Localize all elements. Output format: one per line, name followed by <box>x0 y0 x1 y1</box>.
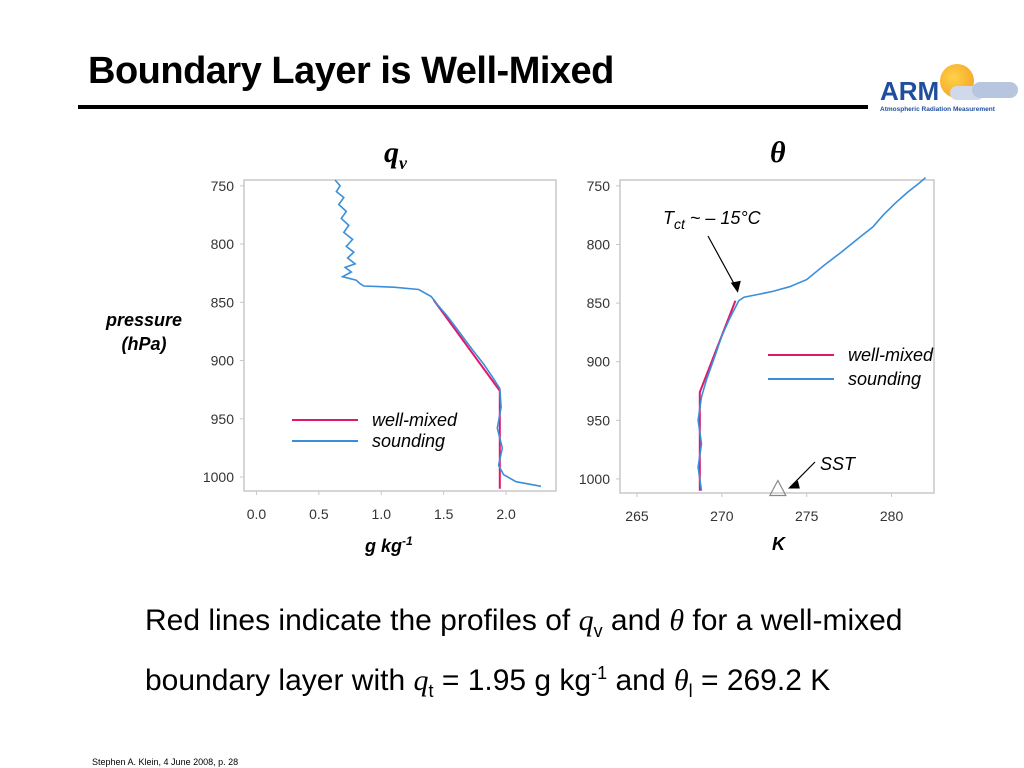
legend-label-well-mixed: well-mixed <box>848 345 934 365</box>
legend-label-sounding: sounding <box>372 431 445 451</box>
y-tick-label: 750 <box>211 178 235 194</box>
y-tick-label: 850 <box>587 295 611 311</box>
sst-marker <box>768 479 787 497</box>
y-tick-label: 900 <box>211 353 235 369</box>
plot-frame <box>243 179 557 492</box>
y-tick-label: 750 <box>587 178 611 194</box>
y-tick-label: 800 <box>211 236 235 252</box>
legend-label-well-mixed: well-mixed <box>372 410 458 430</box>
tct-annotation: Tct ~ – 15°C <box>663 208 762 232</box>
qv-x-axis-label: g kg-1 <box>365 534 413 556</box>
series-sounding-line <box>697 177 927 491</box>
tct-arrow <box>707 235 738 290</box>
series-well-mixed-line <box>432 299 501 489</box>
x-tick-label: 280 <box>880 508 904 524</box>
x-tick-label: 265 <box>625 508 649 524</box>
plot-frame <box>619 179 935 494</box>
title-underline <box>78 105 868 109</box>
x-tick-label: 1.0 <box>372 506 392 522</box>
sst-arrowhead <box>787 480 800 489</box>
chart-panel-0: 750 800 850 900 950 1000 0.0 0.5 1.0 1.5 2.0 well-m… <box>203 178 557 522</box>
y-tick-label: 950 <box>211 411 235 427</box>
x-tick-label: 1.5 <box>434 506 454 522</box>
footer: Stephen A. Klein, 4 June 2008, p. 28 <box>92 757 239 767</box>
y-tick-label: 1000 <box>579 471 610 487</box>
x-tick-label: 275 <box>795 508 819 524</box>
logo-subtitle: Atmospheric Radiation Measurement <box>880 106 995 113</box>
logo-text: ARM <box>880 76 940 106</box>
y-tick-label: 1000 <box>203 469 234 485</box>
y-tick-label: 950 <box>587 412 611 428</box>
series-sounding-line <box>334 179 542 488</box>
x-tick-label: 0.5 <box>309 506 329 522</box>
sst-arrow <box>789 461 816 488</box>
theta-panel-title: θ <box>770 136 786 169</box>
caption: Red lines indicate the profiles of qv an… <box>145 604 903 701</box>
slide-title: Boundary Layer is Well-Mixed <box>88 50 614 92</box>
chart-panel-1: 750 800 850 900 950 1000 265 270 275 280 well-mixe… <box>579 177 935 524</box>
y-axis-label: pressure (hPa) <box>105 310 183 354</box>
legend-label-sounding: sounding <box>848 369 921 389</box>
y-tick-label: 900 <box>587 354 611 370</box>
x-tick-label: 270 <box>710 508 734 524</box>
qv-panel-title: qv <box>384 136 407 173</box>
arm-logo: ARM Atmospheric Radiation Measurement <box>880 64 1020 124</box>
series-well-mixed-line <box>698 300 737 491</box>
x-tick-label: 2.0 <box>496 506 516 522</box>
cloud-icon <box>972 82 1018 98</box>
y-tick-label: 850 <box>211 294 235 310</box>
x-tick-label: 0.0 <box>247 506 267 522</box>
theta-x-axis-label: K <box>772 534 785 554</box>
y-tick-label: 800 <box>587 236 611 252</box>
tct-arrowhead <box>730 280 741 293</box>
sst-annotation: SST <box>820 454 857 474</box>
